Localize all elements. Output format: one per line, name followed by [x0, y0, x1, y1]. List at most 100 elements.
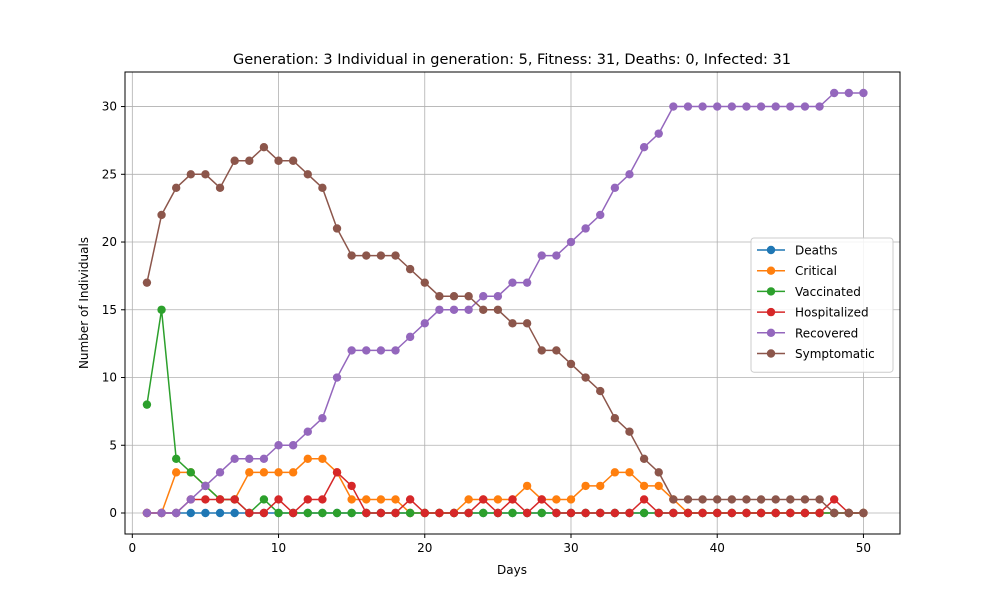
- data-point-recovered: [157, 508, 166, 518]
- data-point-vaccinated: [639, 508, 649, 518]
- data-point-critical: [625, 468, 634, 477]
- data-point-recovered: [391, 346, 400, 355]
- data-point-hospitalized: [566, 508, 576, 518]
- data-point-vaccinated: [479, 508, 488, 518]
- data-point-critical: [654, 481, 663, 491]
- data-point-critical: [552, 495, 561, 504]
- legend-item-hospitalized: Hospitalized: [757, 306, 869, 320]
- data-point-symptomatic: [376, 251, 386, 260]
- x-tick-label: 50: [856, 541, 871, 555]
- legend-item-vaccinated: Vaccinated: [757, 285, 861, 299]
- data-point-symptomatic: [142, 278, 152, 287]
- data-point-symptomatic: [698, 495, 707, 504]
- data-point-vaccinated: [508, 508, 517, 518]
- data-point-critical: [522, 481, 532, 491]
- data-point-recovered: [625, 170, 634, 179]
- data-point-hospitalized: [318, 495, 327, 504]
- data-point-symptomatic: [464, 292, 473, 301]
- data-point-vaccinated: [332, 508, 342, 518]
- data-point-recovered: [683, 102, 693, 111]
- data-point-symptomatic: [786, 495, 795, 504]
- data-point-critical: [288, 468, 298, 477]
- data-point-symptomatic: [405, 264, 415, 274]
- data-point-recovered: [288, 441, 298, 450]
- data-point-vaccinated: [318, 508, 327, 518]
- data-point-vaccinated: [186, 468, 196, 477]
- data-point-symptomatic: [201, 170, 210, 179]
- legend-label: Symptomatic: [795, 347, 875, 361]
- data-point-recovered: [405, 332, 415, 342]
- data-point-recovered: [552, 251, 561, 260]
- data-point-recovered: [698, 102, 707, 111]
- data-point-hospitalized: [742, 508, 751, 518]
- data-point-hospitalized: [332, 468, 342, 477]
- data-point-hospitalized: [420, 508, 429, 518]
- legend-label: Vaccinated: [795, 285, 861, 299]
- y-tick-label: 10: [102, 371, 117, 385]
- y-tick-label: 5: [109, 438, 117, 452]
- data-point-hospitalized: [537, 495, 546, 504]
- data-point-recovered: [815, 102, 824, 111]
- data-point-symptomatic: [303, 170, 312, 179]
- data-point-hospitalized: [683, 508, 693, 518]
- data-point-critical: [376, 495, 386, 504]
- data-point-hospitalized: [581, 508, 590, 518]
- data-point-deaths: [215, 508, 225, 518]
- data-point-recovered: [303, 427, 312, 436]
- plot-frame: [124, 71, 901, 535]
- data-point-hospitalized: [362, 508, 371, 518]
- series-symptomatic: [142, 142, 868, 518]
- data-point-recovered: [742, 102, 751, 111]
- data-point-hospitalized: [230, 495, 239, 504]
- data-point-hospitalized: [771, 508, 780, 518]
- data-point-deaths: [201, 508, 210, 518]
- data-point-critical: [639, 481, 649, 491]
- data-point-symptomatic: [347, 251, 356, 260]
- data-point-critical: [596, 481, 605, 491]
- data-point-critical: [581, 481, 590, 491]
- data-point-critical: [274, 468, 283, 477]
- legend-item-recovered: Recovered: [757, 326, 858, 340]
- data-point-recovered: [610, 183, 620, 193]
- data-point-symptomatic: [683, 495, 693, 504]
- data-point-deaths: [230, 508, 239, 518]
- data-point-recovered: [215, 468, 225, 477]
- data-point-symptomatic: [552, 346, 561, 355]
- data-point-hospitalized: [464, 508, 473, 518]
- data-point-symptomatic: [610, 413, 620, 423]
- data-point-hospitalized: [727, 508, 737, 518]
- data-point-critical: [245, 468, 254, 477]
- data-point-symptomatic: [625, 427, 634, 436]
- data-point-recovered: [639, 142, 649, 152]
- data-point-hospitalized: [552, 508, 561, 518]
- data-point-symptomatic: [230, 156, 239, 165]
- x-axis-label: Days: [497, 563, 527, 577]
- data-point-recovered: [362, 346, 371, 355]
- data-point-recovered: [522, 278, 532, 287]
- data-point-hospitalized: [245, 508, 254, 518]
- data-point-symptomatic: [829, 508, 839, 518]
- data-point-symptomatic: [581, 373, 590, 382]
- legend-item-deaths: Deaths: [757, 244, 838, 258]
- y-axis-label: Number of Individuals: [77, 237, 91, 369]
- chart-title: Generation: 3 Individual in generation: …: [233, 52, 791, 68]
- y-tick-label: 30: [102, 100, 117, 114]
- data-point-critical: [391, 495, 400, 504]
- data-point-recovered: [376, 346, 386, 355]
- data-point-critical: [347, 495, 356, 504]
- data-point-hospitalized: [669, 508, 678, 518]
- data-point-recovered: [771, 102, 780, 111]
- data-point-symptomatic: [391, 251, 400, 260]
- data-point-recovered: [420, 319, 429, 328]
- data-point-recovered: [596, 210, 605, 220]
- axis-ticks: 0 10 20 30 40 50 0 5 10 15 20 25 30: [102, 100, 871, 555]
- data-point-recovered: [581, 224, 590, 233]
- data-point-hospitalized: [259, 508, 269, 518]
- data-point-recovered: [844, 88, 854, 98]
- data-point-critical: [318, 454, 327, 464]
- data-point-vaccinated: [274, 508, 283, 518]
- data-point-symptomatic: [566, 359, 576, 369]
- data-point-hospitalized: [376, 508, 386, 518]
- legend: Deaths Critical Vaccinated Hospitalized Reco…: [750, 237, 894, 373]
